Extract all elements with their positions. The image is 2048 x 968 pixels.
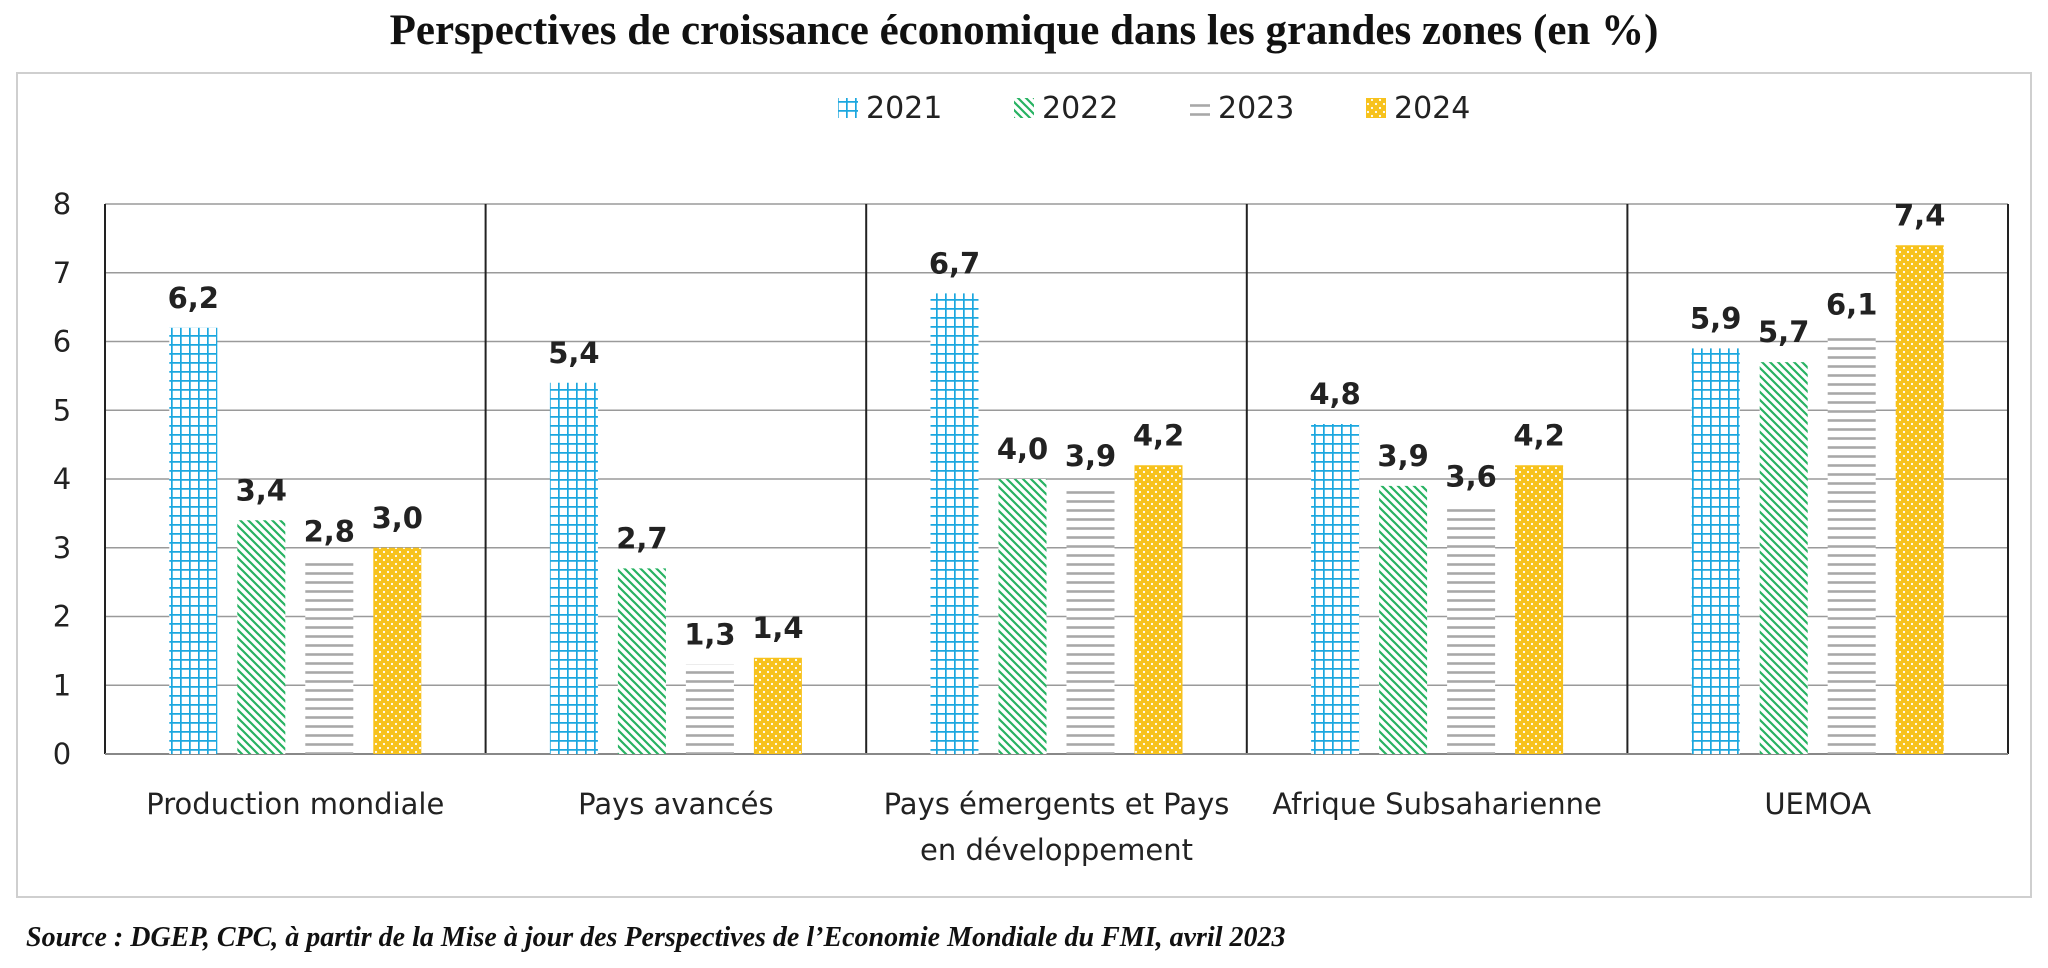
legend-swatch-2021	[838, 98, 858, 118]
legend-swatch-2024	[1366, 98, 1386, 118]
y-tick-label: 1	[53, 668, 71, 702]
bar-2024	[753, 657, 802, 754]
data-label: 6,2	[168, 281, 219, 315]
data-label: 6,1	[1826, 288, 1877, 322]
bar-2021	[1311, 424, 1360, 754]
bar-2021	[169, 327, 218, 754]
legend-swatch-2022	[1014, 98, 1034, 118]
legend-label: 2024	[1394, 91, 1470, 126]
bar-2023	[1066, 485, 1115, 754]
data-label: 3,9	[1065, 439, 1116, 473]
bar-2023	[1827, 334, 1876, 754]
category-label: Pays avancés	[578, 787, 773, 821]
category-label: Pays émergents et Pays	[884, 787, 1230, 821]
y-tick-label: 4	[53, 462, 71, 496]
y-tick-label: 6	[53, 325, 71, 359]
y-tick-label: 7	[53, 256, 71, 290]
data-label: 1,3	[684, 618, 735, 652]
bar-2024	[1895, 245, 1944, 754]
data-label: 3,9	[1377, 439, 1428, 473]
data-label: 5,4	[548, 336, 599, 370]
chart-frame: 6,2 5,4 6,7 4,8 5,9 3,4 2,7 4,0 3,9 5,7 2,8 1,3 3,9 3…	[16, 72, 2032, 898]
bar-2022	[998, 479, 1047, 754]
bar-2024	[373, 547, 422, 754]
data-label: 3,4	[236, 473, 287, 507]
gridlines	[104, 203, 2009, 755]
bar-2024	[1134, 465, 1183, 754]
data-label: 2,8	[304, 515, 355, 549]
bar-2023	[685, 664, 734, 754]
source-note: Source : DGEP, CPC, à partir de la Mise …	[26, 922, 1286, 953]
chart-title: Perspectives de croissance économique da…	[389, 7, 1659, 54]
data-label: 5,9	[1690, 301, 1741, 335]
category-label: Afrique Subsaharienne	[1272, 787, 1602, 821]
x-axis: Production mondiale Pays avancés Pays émer…	[146, 787, 1871, 867]
legend-swatch-2023	[1190, 98, 1210, 118]
data-label: 1,4	[752, 611, 803, 645]
data-label: 3,0	[372, 501, 423, 535]
legend: 2021 2022 2023 2024	[838, 91, 1470, 126]
data-label: 4,2	[1513, 418, 1564, 452]
data-label: 2,7	[616, 521, 667, 555]
data-label: 5,7	[1758, 315, 1809, 349]
bar-2023	[305, 561, 354, 754]
bar-2022	[237, 520, 286, 754]
data-label: 4,2	[1133, 418, 1184, 452]
category-label: en développement	[920, 833, 1193, 867]
y-tick-label: 8	[53, 187, 71, 221]
bar-2022	[1759, 362, 1808, 754]
category-label: UEMOA	[1764, 787, 1871, 821]
y-tick-label: 0	[53, 737, 71, 771]
category-label: Production mondiale	[146, 787, 444, 821]
data-label: 6,7	[929, 246, 980, 280]
bar-2021	[930, 293, 979, 754]
y-tick-label: 2	[53, 600, 71, 634]
bar-2024	[1515, 465, 1564, 754]
data-label: 4,8	[1309, 377, 1360, 411]
legend-label: 2023	[1218, 91, 1294, 126]
bar-2023	[1447, 506, 1496, 754]
bar-2021	[549, 382, 598, 754]
data-labels: 6,2 5,4 6,7 4,8 5,9 3,4 2,7 4,0 3,9 5,7 2,8 1,3 3,9 3…	[168, 198, 1946, 651]
data-label: 7,4	[1894, 198, 1945, 232]
bar-2022	[1379, 485, 1428, 754]
y-tick-label: 3	[53, 531, 71, 565]
data-label: 3,6	[1445, 460, 1496, 494]
bar-chart: 6,2 5,4 6,7 4,8 5,9 3,4 2,7 4,0 3,9 5,7 2,8 1,3 3,9 3…	[53, 91, 2009, 867]
legend-label: 2022	[1042, 91, 1118, 126]
y-tick-label: 5	[53, 393, 71, 427]
legend-label: 2021	[866, 91, 942, 126]
bar-2021	[1691, 348, 1740, 754]
y-axis: 0 1 2 3 4 5 6 7 8	[53, 187, 71, 771]
data-label: 4,0	[997, 432, 1048, 466]
bars	[169, 245, 1944, 754]
bar-2022	[617, 568, 666, 754]
